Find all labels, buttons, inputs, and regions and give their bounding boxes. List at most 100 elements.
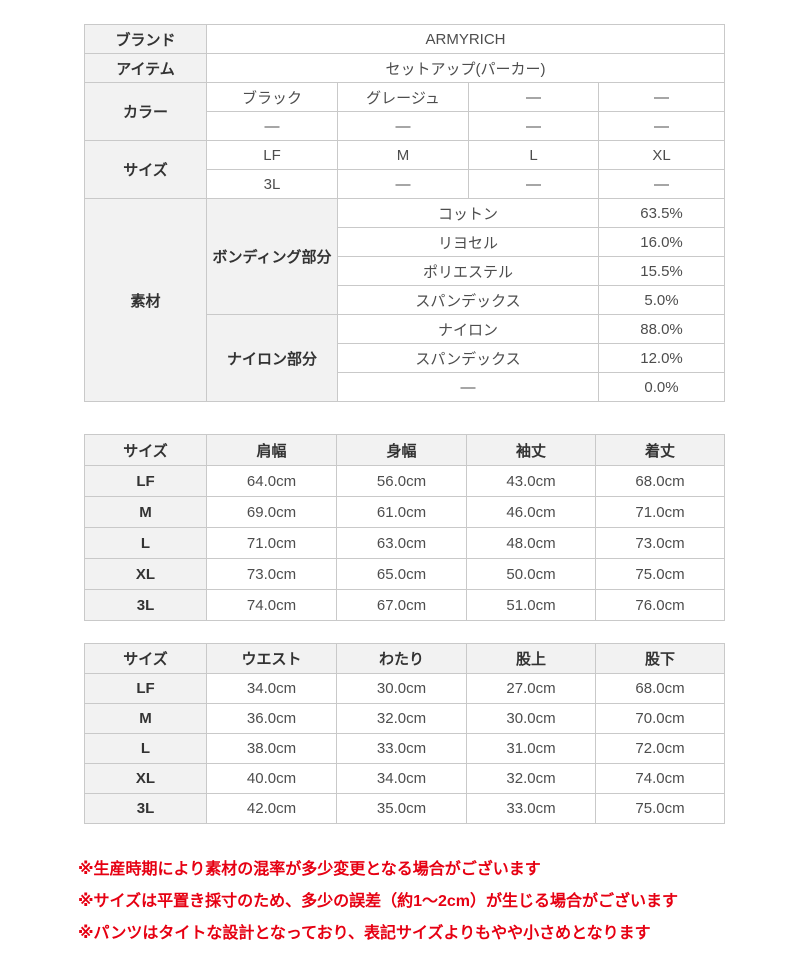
table-header-row: サイズ ウエスト わたり 股上 股下 — [84, 643, 725, 674]
column-header: 袖丈 — [466, 434, 596, 466]
table-row: 素材 ボンディング部分 コットン 63.5% — [84, 198, 726, 402]
measurement-cell: 43.0cm — [466, 465, 596, 497]
column-header: 着丈 — [595, 434, 725, 466]
measurement-cell: 61.0cm — [336, 496, 467, 528]
size-value-cell: — — [597, 169, 726, 199]
size-value-cell: L — [468, 140, 599, 170]
measurement-cell: 73.0cm — [206, 558, 337, 590]
material-percent-cell: 12.0% — [597, 343, 726, 373]
measurement-cell: 75.0cm — [595, 793, 725, 824]
note-line: ※生産時期により素材の混率が多少変更となる場合がございます — [78, 861, 541, 878]
table-row: — — — — — [85, 111, 726, 141]
measurement-cell: 27.0cm — [466, 673, 596, 704]
table-row: — 0.0% — [85, 372, 726, 402]
measurement-cell: 33.0cm — [336, 733, 467, 764]
measurement-cell: 68.0cm — [595, 673, 725, 704]
row-size-header: 3L — [84, 793, 207, 824]
measurement-cell: 34.0cm — [336, 763, 467, 794]
measurement-cell: 50.0cm — [466, 558, 596, 590]
table-row: LF 34.0cm 30.0cm 27.0cm 68.0cm — [84, 673, 725, 704]
material-part-label: ボンディング部分 — [206, 198, 338, 315]
measurement-cell: 30.0cm — [466, 703, 596, 734]
measurement-cell: 38.0cm — [206, 733, 337, 764]
column-header: 股上 — [466, 643, 596, 674]
material-percent-cell: 0.0% — [597, 372, 726, 402]
measurement-cell: 76.0cm — [595, 589, 725, 621]
measurement-cell: 71.0cm — [206, 527, 337, 559]
material-name-cell: リヨセル — [337, 227, 599, 257]
table-row: 3L 42.0cm 35.0cm 33.0cm 75.0cm — [84, 793, 725, 824]
row-size-header: M — [84, 496, 207, 528]
measurement-cell: 63.0cm — [336, 527, 467, 559]
column-header: 股下 — [595, 643, 725, 674]
item-label: アイテム — [84, 53, 207, 83]
row-size-header: LF — [84, 465, 207, 497]
measurement-cell: 71.0cm — [595, 496, 725, 528]
measurement-cell: 51.0cm — [466, 589, 596, 621]
brand-value: ARMYRICH — [205, 24, 726, 54]
table-row: L 38.0cm 33.0cm 31.0cm 72.0cm — [84, 733, 725, 764]
measurement-cell: 34.0cm — [206, 673, 337, 704]
material-name-cell: スパンデックス — [337, 343, 599, 373]
measurement-cell: 70.0cm — [595, 703, 725, 734]
measurement-cell: 33.0cm — [466, 793, 596, 824]
material-name-cell: ナイロン — [337, 314, 599, 344]
color-value-cell: グレージュ — [337, 82, 469, 112]
tops-measurement-table: サイズ 肩幅 身幅 袖丈 着丈 LF 64.0cm 56.0cm 43.0cm … — [84, 434, 725, 621]
material-percent-cell: 88.0% — [597, 314, 726, 344]
measurement-cell: 56.0cm — [336, 465, 467, 497]
row-size-header: LF — [84, 673, 207, 704]
material-name-cell: スパンデックス — [337, 285, 599, 315]
table-row: スパンデックス 5.0% — [85, 285, 726, 315]
table-row: XL 73.0cm 65.0cm 50.0cm 75.0cm — [84, 558, 725, 590]
material-percent-cell: 5.0% — [597, 285, 726, 315]
size-label: サイズ — [84, 140, 207, 199]
table-row: ナイロン部分 ナイロン 88.0% — [85, 314, 726, 402]
measurement-cell: 73.0cm — [595, 527, 725, 559]
item-value: セットアップ(パーカー) — [205, 53, 726, 83]
row-size-header: XL — [84, 763, 207, 794]
table-row: M 36.0cm 32.0cm 30.0cm 70.0cm — [84, 703, 725, 734]
color-value-cell: — — [597, 82, 726, 112]
measurement-cell: 48.0cm — [466, 527, 596, 559]
material-percent-cell: 15.5% — [597, 256, 726, 286]
table-row: サイズ LF M L XL — [84, 140, 726, 199]
measurement-cell: 68.0cm — [595, 465, 725, 497]
measurement-cell: 42.0cm — [206, 793, 337, 824]
note-line: ※サイズは平置き採寸のため、多少の誤差（約1～2cm）が生じる場合がございます — [78, 893, 678, 910]
measurement-cell: 31.0cm — [466, 733, 596, 764]
table-row: カラー ブラック グレージュ — — — [84, 82, 726, 141]
table-row: L 71.0cm 63.0cm 48.0cm 73.0cm — [84, 527, 725, 559]
measurement-cell: 32.0cm — [336, 703, 467, 734]
table-row: 3L 74.0cm 67.0cm 51.0cm 76.0cm — [84, 589, 725, 621]
material-name-cell: コットン — [337, 198, 599, 228]
row-size-header: 3L — [84, 589, 207, 621]
table-row: リヨセル 16.0% — [85, 227, 726, 257]
brand-label: ブランド — [84, 24, 207, 54]
table-row: ブランド ARMYRICH — [84, 24, 726, 54]
measurement-cell: 74.0cm — [206, 589, 337, 621]
table-row: スパンデックス 12.0% — [85, 343, 726, 373]
measurement-cell: 30.0cm — [336, 673, 467, 704]
size-value-cell: LF — [206, 140, 338, 170]
table-row: XL 40.0cm 34.0cm 32.0cm 74.0cm — [84, 763, 725, 794]
material-percent-cell: 16.0% — [597, 227, 726, 257]
color-value-cell: — — [468, 82, 599, 112]
measurement-cell: 40.0cm — [206, 763, 337, 794]
material-percent-cell: 63.5% — [597, 198, 726, 228]
size-value-cell: 3L — [206, 169, 338, 199]
measurement-cell: 74.0cm — [595, 763, 725, 794]
table-row: M 69.0cm 61.0cm 46.0cm 71.0cm — [84, 496, 725, 528]
measurement-cell: 67.0cm — [336, 589, 467, 621]
measurement-cell: 36.0cm — [206, 703, 337, 734]
column-header: 肩幅 — [206, 434, 337, 466]
color-value-cell: — — [468, 111, 599, 141]
material-name-cell: ポリエステル — [337, 256, 599, 286]
material-label: 素材 — [84, 198, 207, 402]
product-spec-table: ブランド ARMYRICH アイテム セットアップ(パーカー) カラー ブラック… — [84, 24, 726, 402]
size-value-cell: — — [468, 169, 599, 199]
color-value-cell: — — [597, 111, 726, 141]
size-value-cell: M — [337, 140, 469, 170]
color-label: カラー — [84, 82, 207, 141]
row-size-header: L — [84, 527, 207, 559]
